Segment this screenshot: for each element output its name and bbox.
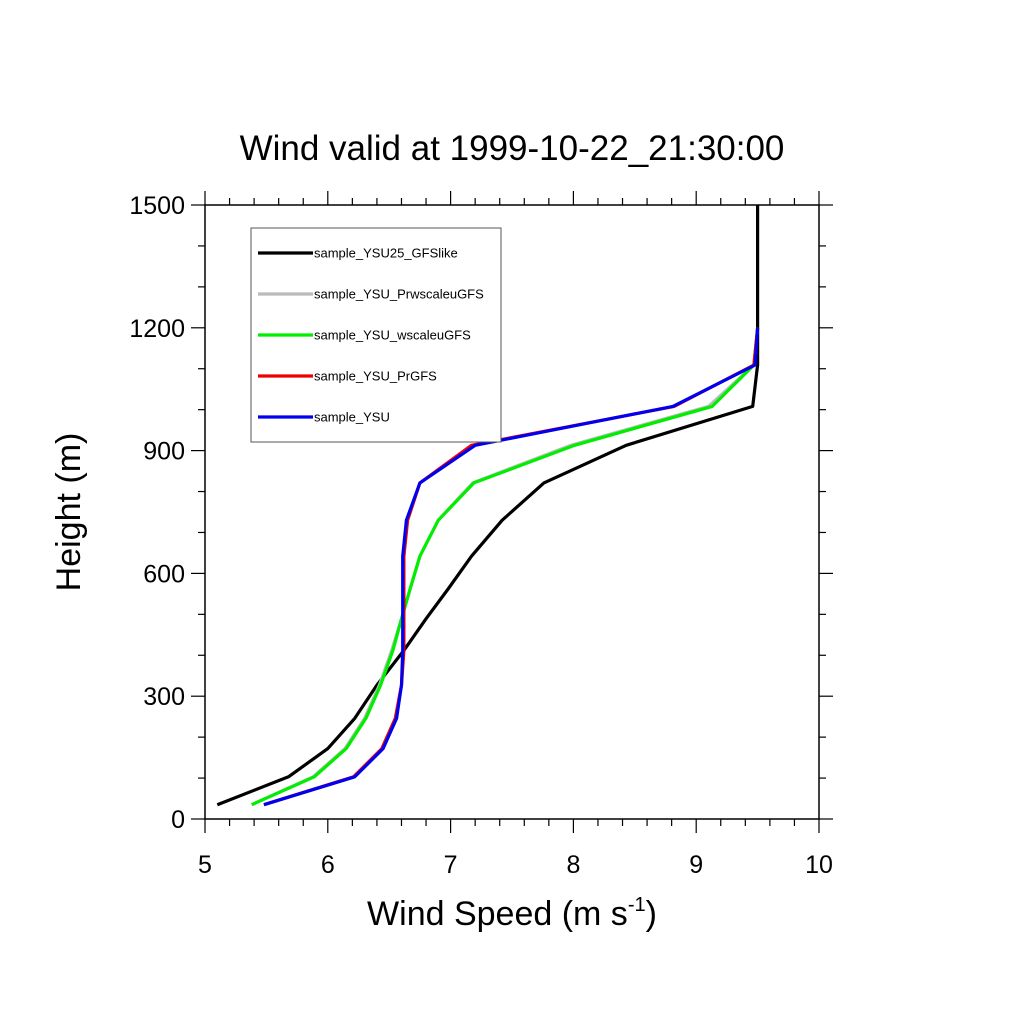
x-axis-label-suffix: ) <box>646 895 657 933</box>
series-line-1 <box>216 205 760 807</box>
x-axis-label-superscript: -1 <box>628 894 646 916</box>
series-line-3 <box>251 327 760 807</box>
x-tick-label: 8 <box>566 851 580 879</box>
series-lines <box>216 205 760 807</box>
x-tick-label: 10 <box>805 851 833 879</box>
plot-frame <box>204 204 820 820</box>
y-tick-label: 300 <box>143 683 185 711</box>
x-tick-label: 5 <box>198 851 212 879</box>
y-tick-label: 0 <box>171 806 185 834</box>
legend-label: sample_YSU25_GFSlike <box>314 246 458 261</box>
y-axis-label: Height (m) <box>50 433 88 592</box>
legend: sample_YSU25_GFSlike sample_YSU_Prwscaleu… <box>250 227 502 443</box>
legend-label: sample_YSU_PrwscaleuGFS <box>314 287 484 302</box>
y-tick-label: 1200 <box>129 315 185 343</box>
series-line-5 <box>263 327 760 807</box>
axis-ticks <box>191 191 833 833</box>
x-tick-label: 6 <box>321 851 335 879</box>
legend-label: sample_YSU_PrGFS <box>314 369 437 384</box>
x-axis-label: Wind Speed (m s-1) <box>367 894 657 933</box>
y-tick-label: 600 <box>143 560 185 588</box>
y-tick-label: 900 <box>143 438 185 466</box>
x-tick-label: 7 <box>444 851 458 879</box>
y-tick-label: 1500 <box>129 192 185 220</box>
legend-label: sample_YSU_wscaleuGFS <box>314 328 471 343</box>
tick-labels: 5 6 7 8 9 10 0 300 600 900 1200 1500 <box>129 192 833 879</box>
chart-title: Wind valid at 1999-10-22_21:30:00 <box>240 129 785 168</box>
x-axis-label-base: Wind Speed (m s <box>367 895 628 933</box>
x-tick-label: 9 <box>689 851 703 879</box>
legend-label: sample_YSU <box>314 410 390 425</box>
